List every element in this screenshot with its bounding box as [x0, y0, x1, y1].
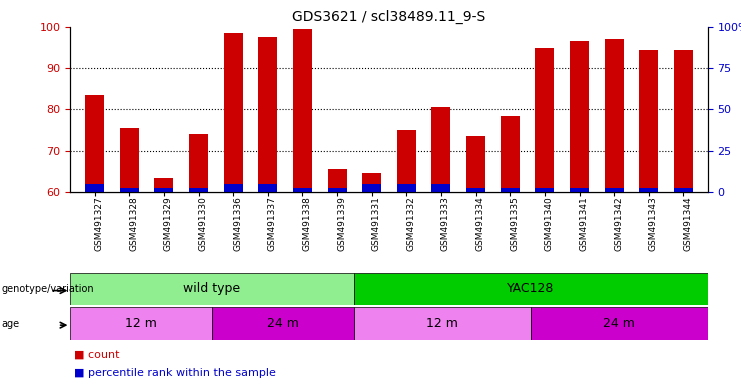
Bar [531, 307, 708, 340]
Bar [154, 177, 173, 192]
Text: GSM491332: GSM491332 [406, 196, 416, 251]
Bar [224, 33, 243, 192]
Bar [674, 50, 693, 192]
Bar [466, 136, 485, 192]
Text: ■ percentile rank within the sample: ■ percentile rank within the sample [74, 367, 276, 377]
Text: GSM491339: GSM491339 [337, 196, 346, 251]
Bar [605, 39, 624, 192]
Bar [259, 37, 277, 192]
Bar [154, 188, 173, 192]
Bar [293, 29, 312, 192]
Text: GSM491336: GSM491336 [233, 196, 242, 251]
Text: GSM491330: GSM491330 [199, 196, 207, 251]
Bar [466, 188, 485, 192]
Bar [120, 188, 139, 192]
Text: genotype/variation: genotype/variation [1, 284, 94, 294]
Bar [224, 184, 243, 192]
Text: GSM491327: GSM491327 [95, 196, 104, 251]
Bar [70, 273, 353, 305]
Text: 24 m: 24 m [267, 317, 299, 330]
Bar [605, 188, 624, 192]
Bar [259, 184, 277, 192]
Bar [397, 184, 416, 192]
Bar [293, 188, 312, 192]
Text: GSM491328: GSM491328 [129, 196, 139, 251]
Bar [189, 188, 208, 192]
Bar [362, 174, 381, 192]
Bar [353, 307, 531, 340]
Bar [189, 134, 208, 192]
Bar [70, 307, 212, 340]
Bar [639, 188, 658, 192]
Bar [639, 50, 658, 192]
Text: 12 m: 12 m [125, 317, 157, 330]
Text: GSM491341: GSM491341 [579, 196, 588, 251]
Bar [397, 130, 416, 192]
Bar [431, 184, 451, 192]
Text: GSM491335: GSM491335 [511, 196, 519, 251]
Text: 24 m: 24 m [603, 317, 635, 330]
Bar [120, 128, 139, 192]
Text: GSM491334: GSM491334 [476, 196, 485, 251]
Text: GSM491344: GSM491344 [683, 196, 692, 251]
Text: GSM491329: GSM491329 [164, 196, 173, 251]
Text: age: age [1, 318, 19, 329]
Text: wild type: wild type [184, 283, 241, 295]
Bar [570, 41, 589, 192]
Bar [501, 188, 519, 192]
Bar [674, 188, 693, 192]
Bar [212, 307, 353, 340]
Bar [431, 108, 451, 192]
Bar [362, 184, 381, 192]
Title: GDS3621 / scl38489.11_9-S: GDS3621 / scl38489.11_9-S [293, 10, 485, 25]
Bar [535, 48, 554, 192]
Text: GSM491343: GSM491343 [649, 196, 658, 251]
Text: GSM491337: GSM491337 [268, 196, 277, 251]
Bar [328, 188, 347, 192]
Text: GSM491338: GSM491338 [302, 196, 311, 251]
Text: GSM491333: GSM491333 [441, 196, 450, 251]
Bar [570, 188, 589, 192]
Bar [353, 273, 708, 305]
Bar [501, 116, 519, 192]
Bar [328, 169, 347, 192]
Text: GSM491340: GSM491340 [545, 196, 554, 251]
Text: YAC128: YAC128 [507, 283, 554, 295]
Text: ■ count: ■ count [74, 350, 119, 360]
Text: GSM491331: GSM491331 [372, 196, 381, 251]
Text: 12 m: 12 m [426, 317, 458, 330]
Text: GSM491342: GSM491342 [614, 196, 623, 251]
Bar [535, 188, 554, 192]
Bar [85, 95, 104, 192]
Bar [85, 184, 104, 192]
